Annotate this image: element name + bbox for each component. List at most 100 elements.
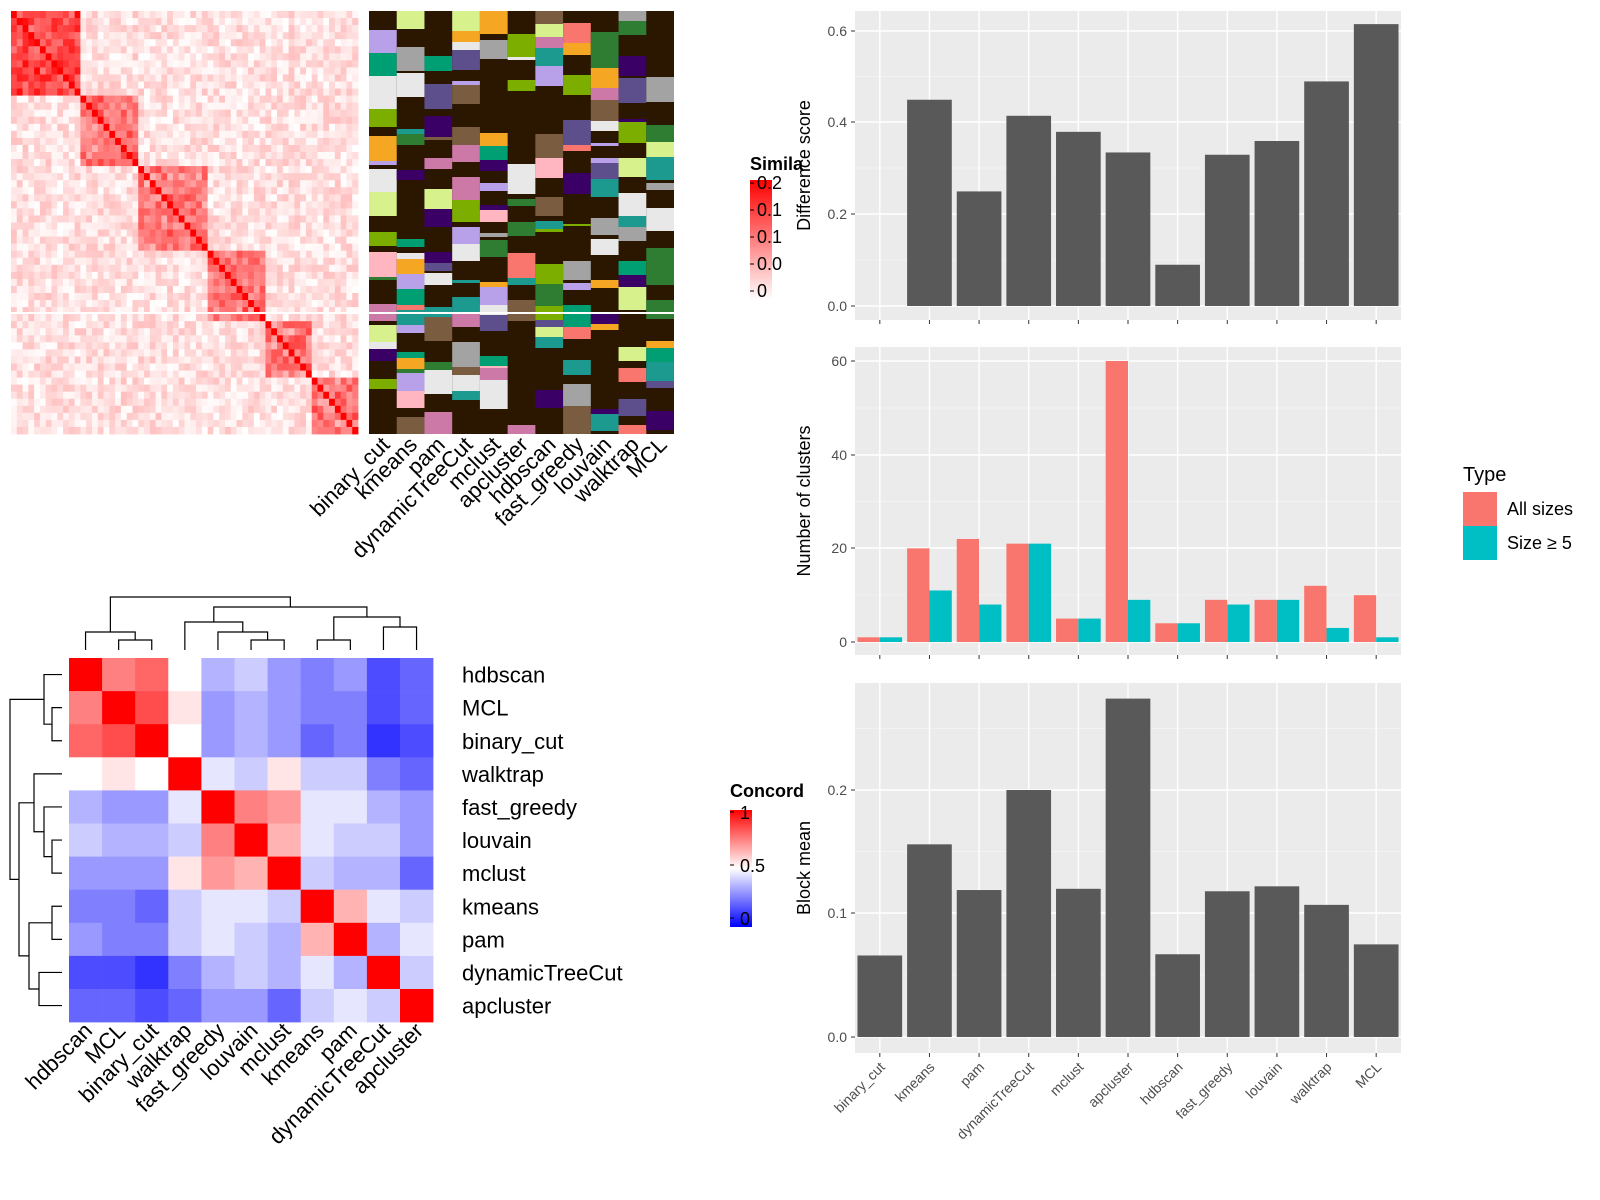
similarity-cell — [340, 215, 347, 223]
similarity-cell — [80, 391, 87, 400]
similarity-cell — [201, 116, 209, 125]
concordance-cell — [366, 989, 401, 1023]
similarity-cell — [115, 285, 122, 294]
similarity-cell — [80, 60, 87, 68]
similarity-cell — [132, 173, 139, 181]
similarity-cell — [155, 356, 162, 364]
similarity-cell — [120, 300, 128, 308]
similarity-cell — [288, 81, 295, 89]
similarity-cell — [294, 81, 301, 89]
similarity-cell — [323, 236, 330, 245]
similarity-cell — [294, 215, 301, 223]
similarity-cell — [305, 173, 313, 181]
similarity-cell — [253, 370, 261, 378]
similarity-cell — [11, 173, 18, 181]
similarity-cell — [39, 123, 47, 132]
similarity-cell — [230, 321, 237, 329]
similarity-cell — [352, 109, 359, 118]
similarity-cell — [57, 159, 64, 167]
similarity-cell — [253, 257, 261, 266]
similarity-cell — [305, 208, 313, 216]
similarity-cell — [68, 271, 76, 280]
similarity-cell — [236, 201, 243, 209]
similarity-cell — [161, 74, 168, 82]
similarity-cell — [196, 257, 203, 266]
similarity-cell — [155, 152, 162, 160]
similarity-cell — [91, 391, 99, 400]
similarity-cell — [178, 215, 185, 223]
similarity-cell — [184, 426, 191, 435]
concordance-cell — [300, 724, 335, 758]
similarity-cell — [288, 250, 295, 259]
similarity-cell — [190, 370, 197, 378]
similarity-cell — [236, 11, 243, 19]
similarity-cell — [242, 11, 249, 19]
similarity-cell — [294, 109, 301, 118]
similarity-cell — [184, 159, 191, 167]
concordance-cell — [135, 889, 169, 924]
similarity-cell — [57, 194, 64, 202]
similarity-cell — [172, 405, 180, 414]
similarity-cell — [300, 257, 307, 266]
similarity-cell — [219, 243, 226, 252]
annotation-segment — [507, 34, 536, 57]
similarity-cell — [224, 32, 232, 40]
similarity-cell — [57, 53, 64, 61]
bar-all-sizes — [1105, 361, 1128, 642]
similarity-cell — [22, 60, 29, 68]
similarity-cell — [184, 144, 191, 153]
similarity-cell — [132, 243, 139, 252]
similarity-cell — [352, 25, 359, 33]
annotation-segment — [396, 289, 425, 305]
similarity-cell — [103, 264, 110, 273]
similarity-cell — [167, 391, 174, 400]
similarity-cell — [230, 46, 237, 54]
similarity-cell — [149, 152, 156, 160]
similarity-cell — [172, 18, 180, 26]
similarity-cell — [149, 391, 156, 400]
similarity-cell — [300, 173, 307, 181]
similarity-cell — [103, 342, 110, 350]
similarity-cell — [86, 342, 93, 350]
similarity-cell — [80, 257, 87, 266]
similarity-cell — [213, 67, 220, 75]
similarity-cell — [161, 222, 168, 230]
similarity-cell — [352, 144, 359, 153]
bar — [857, 955, 903, 1037]
similarity-cell — [265, 67, 272, 75]
concordance-cell — [102, 889, 136, 924]
concordance-cell — [267, 757, 301, 791]
similarity-cell — [271, 236, 278, 245]
annotation-segment — [618, 56, 647, 76]
similarity-cell — [74, 194, 81, 202]
similarity-cell — [294, 307, 301, 315]
similarity-cell — [91, 67, 99, 75]
similarity-cell — [248, 314, 255, 322]
similarity-cell — [80, 349, 87, 357]
similarity-cell — [120, 152, 128, 160]
similarity-cell — [184, 370, 191, 378]
similarity-cell — [294, 187, 301, 195]
annotation-segment — [452, 31, 480, 42]
similarity-cell — [300, 271, 307, 280]
similarity-cell — [196, 405, 203, 414]
concordance-cell — [168, 790, 202, 824]
similarity-cell — [346, 159, 353, 167]
similarity-cell — [346, 180, 353, 188]
similarity-cell — [57, 363, 64, 371]
similarity-cell — [39, 314, 47, 322]
similarity-cell — [34, 405, 41, 414]
similarity-cell — [294, 116, 301, 125]
dendrogram-branch — [33, 773, 62, 833]
similarity-cell — [352, 391, 359, 400]
similarity-cell — [34, 335, 41, 343]
annotation-segment — [479, 405, 508, 409]
similarity-cell — [288, 328, 295, 336]
row-dendrogram — [9, 673, 62, 1007]
similarity-cell — [74, 293, 81, 301]
similarity-cell — [126, 208, 133, 216]
similarity-cell — [91, 88, 99, 96]
similarity-cell — [236, 180, 243, 188]
similarity-cell — [329, 278, 336, 287]
similarity-cell — [57, 123, 64, 132]
